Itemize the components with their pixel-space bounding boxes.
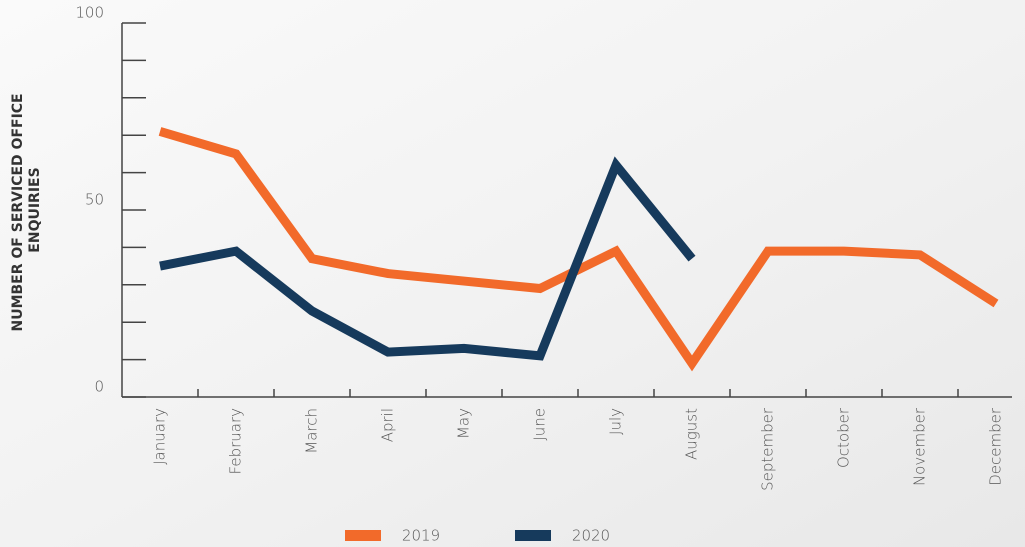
legend-swatch	[515, 530, 551, 541]
x-tick-label: September	[759, 407, 777, 491]
x-tick-label: January	[151, 408, 169, 465]
x-tick-label: October	[835, 407, 853, 468]
chart: NUMBER OF SERVICED OFFICE ENQUIRIES 0 50 1…	[0, 0, 1025, 547]
y-tick-label: 100	[75, 4, 104, 22]
y-tick-label: 0	[94, 378, 104, 396]
x-tick-label: May	[455, 408, 473, 439]
x-tick-label: February	[227, 408, 245, 475]
x-tick-label: July	[607, 408, 625, 435]
x-tick-label: November	[911, 407, 929, 486]
x-tick-label: June	[531, 408, 549, 441]
x-tick-label: April	[379, 408, 397, 442]
x-tick-label: December	[987, 407, 1005, 486]
y-axis-title-line: ENQUIRIES	[27, 167, 43, 252]
x-tick-label: March	[303, 408, 321, 454]
legend-swatch	[345, 530, 381, 541]
y-axis-title-line: NUMBER OF SERVICED OFFICE	[10, 93, 26, 331]
legend-label: 2020	[572, 527, 610, 545]
y-tick-label: 50	[85, 191, 104, 209]
legend-label: 2019	[402, 527, 440, 545]
x-tick-label: August	[683, 408, 701, 460]
